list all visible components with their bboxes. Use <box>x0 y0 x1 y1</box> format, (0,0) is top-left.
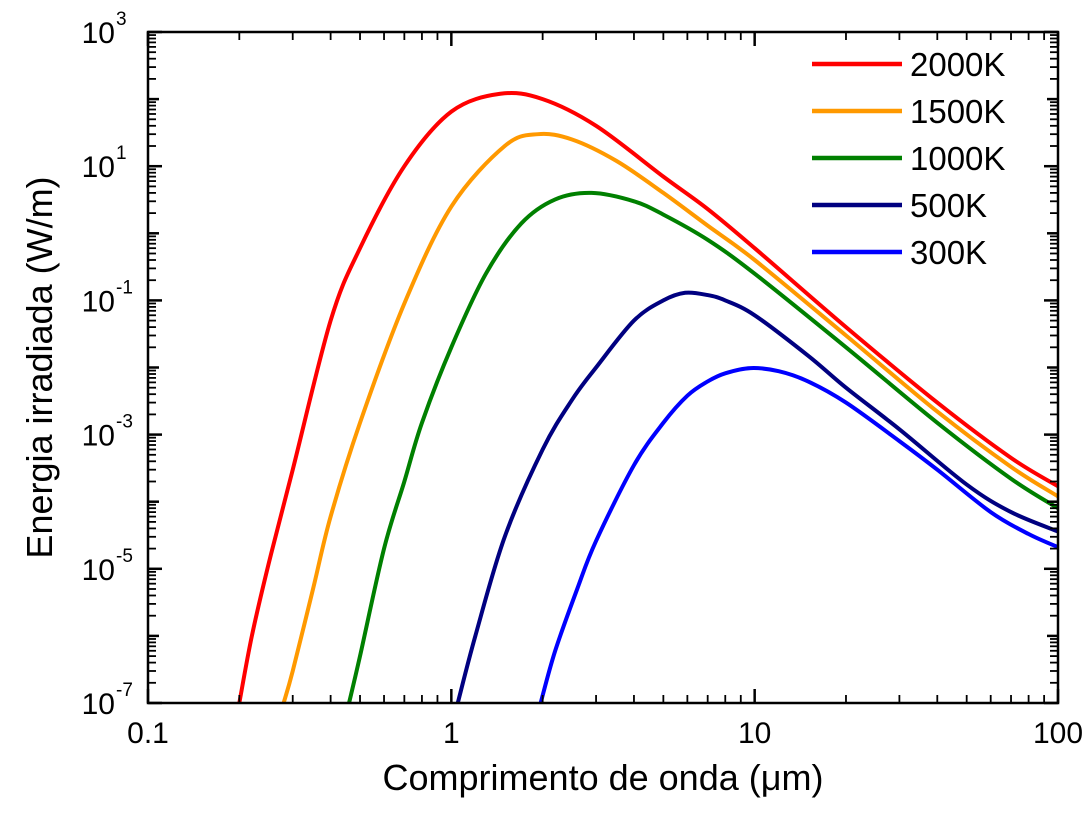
legend-label-2000k: 2000K <box>910 46 1005 83</box>
x-tick-label: 0.1 <box>127 717 169 750</box>
legend-label-1500k: 1500K <box>910 93 1005 130</box>
x-tick-label: 100 <box>1033 717 1083 750</box>
series-line-500k <box>455 290 1058 703</box>
y-tick-label: 10 <box>82 420 115 453</box>
x-axis-title: Comprimento de onda (μm) <box>383 757 824 798</box>
x-tick-label: 1 <box>443 717 460 750</box>
y-tick-label: 10 <box>82 17 115 50</box>
y-tick-label: 10 <box>82 285 115 318</box>
axis-ticks <box>146 30 1060 705</box>
y-tick-exponent: -1 <box>116 277 133 298</box>
y-tick-exponent: -5 <box>116 546 133 567</box>
y-tick-exponent: 3 <box>116 9 127 30</box>
series-line-300k <box>538 366 1058 703</box>
legend-label-300k: 300K <box>910 234 987 271</box>
y-tick-label: 10 <box>82 554 115 587</box>
legend-label-500k: 500K <box>910 187 987 224</box>
legend: 2000K 1500K 1000K 500K 300K <box>812 46 1005 271</box>
series-line-1500k <box>281 131 1058 703</box>
y-tick-exponent: 1 <box>116 143 127 164</box>
y-tick-exponent: -7 <box>116 680 133 701</box>
series-line-2000k <box>237 90 1058 703</box>
y-axis-title: Energia irradiada (W/m) <box>19 176 60 558</box>
y-tick-label: 10 <box>82 151 115 184</box>
plot-series <box>237 90 1058 703</box>
y-tick-label: 10 <box>82 688 115 721</box>
series-line-1000k <box>347 190 1058 703</box>
legend-label-1000k: 1000K <box>910 140 1005 177</box>
x-tick-label: 10 <box>738 717 771 750</box>
y-tick-exponent: -3 <box>116 412 133 433</box>
